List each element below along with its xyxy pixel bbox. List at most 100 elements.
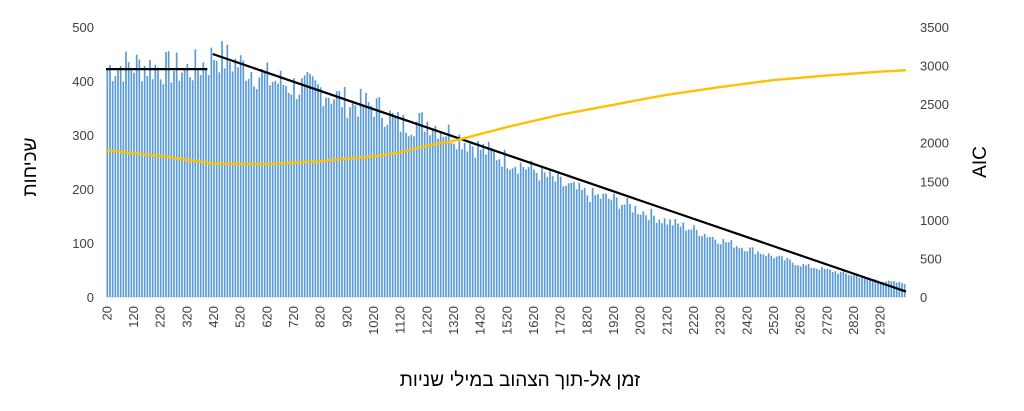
histogram-bar [743, 251, 746, 297]
histogram-bar [639, 214, 642, 297]
histogram-bar [805, 265, 807, 297]
x-tick-label: 2620 [793, 306, 808, 335]
histogram-bar [885, 281, 887, 297]
histogram-bar [405, 132, 407, 297]
histogram-bar [781, 256, 783, 297]
histogram-bar [285, 86, 287, 297]
histogram-bar [551, 176, 554, 297]
histogram-bar [247, 78, 250, 298]
histogram-bar [613, 193, 615, 297]
histogram-bar [578, 182, 581, 297]
histogram-bar [837, 273, 839, 297]
histogram-bar [783, 260, 786, 297]
histogram-bar [863, 276, 866, 297]
histogram-bar [861, 277, 863, 297]
histogram-bar [397, 111, 399, 297]
histogram-bar [162, 84, 165, 298]
histogram-bar [522, 167, 525, 297]
histogram-bar [154, 64, 157, 298]
histogram-bar [431, 130, 434, 297]
histogram-bar [583, 187, 586, 297]
histogram-bar [346, 117, 349, 298]
histogram-bar [471, 146, 474, 297]
histogram-bar [634, 205, 637, 297]
histogram-bar [189, 77, 191, 298]
histogram-bar [605, 193, 607, 297]
histogram-bar [394, 115, 397, 297]
y-axis-title: שכיחות [20, 137, 41, 196]
histogram-bar [330, 103, 333, 297]
histogram-bar [170, 82, 173, 297]
histogram-bar [338, 91, 341, 298]
histogram-bar [117, 68, 119, 298]
histogram-bar [495, 160, 498, 297]
x-tick-label: 1420 [473, 306, 488, 335]
histogram-bar [698, 236, 701, 297]
histogram-bar [343, 86, 346, 297]
histogram-bar [327, 97, 330, 297]
histogram-bar [594, 195, 597, 297]
histogram-bar [325, 97, 327, 297]
x-tick-label: 1320 [446, 306, 461, 335]
x-tick-label: 1220 [419, 306, 434, 335]
histogram-bar [511, 168, 514, 297]
histogram-bar [738, 248, 741, 297]
histogram-bar [802, 264, 805, 297]
histogram-bar [847, 274, 850, 297]
histogram-bar [138, 59, 141, 297]
histogram-bar [351, 100, 354, 297]
histogram-bar [650, 208, 653, 297]
histogram-bar [426, 121, 429, 297]
histogram-bar [717, 243, 719, 297]
histogram-bar [655, 223, 658, 297]
histogram-bar [589, 201, 591, 297]
histogram-bar [722, 238, 725, 297]
histogram-bar [775, 256, 778, 297]
histogram-bar [447, 124, 450, 297]
histogram-bar [194, 49, 197, 297]
histogram-bar [623, 204, 626, 297]
histogram-bar [314, 80, 317, 297]
histogram-bar [181, 72, 183, 297]
histogram-bar [773, 258, 775, 297]
x-axis-ticks: 20 120 220 320 420 520 620 720 820 920 1020 1120 122… [99, 306, 887, 335]
histogram-bar [557, 173, 559, 297]
histogram-bar [527, 167, 530, 297]
x-tick-label: 2820 [846, 306, 861, 335]
histogram-bar [535, 173, 538, 297]
histogram-bar [354, 105, 357, 297]
histogram-bar [263, 71, 266, 297]
histogram-bar [442, 136, 445, 297]
histogram-bar [503, 149, 506, 297]
histogram-bar [106, 67, 109, 297]
histogram-bar [333, 99, 335, 297]
histogram-bar [415, 121, 418, 297]
x-tick-label: 2120 [659, 306, 674, 335]
histogram-bar [549, 170, 551, 297]
x-tick-label: 2420 [739, 306, 754, 335]
histogram-bar [719, 244, 722, 297]
x-tick-label: 1520 [499, 306, 514, 335]
x-tick-label: 1620 [526, 306, 541, 335]
histogram-bar [810, 267, 813, 297]
histogram-bar [871, 279, 874, 297]
histogram-bar [191, 80, 194, 298]
histogram-bar [485, 154, 487, 297]
histogram-bar [175, 52, 178, 297]
y2-tick-label: 0 [920, 290, 927, 305]
histogram-bar [690, 229, 693, 297]
histogram-bar [757, 251, 759, 297]
histogram-bar [274, 80, 277, 297]
histogram-bar [269, 85, 271, 298]
histogram-bar [215, 60, 218, 297]
x-tick-label: 1920 [606, 306, 621, 335]
histogram-bar [869, 278, 871, 297]
histogram-bar [141, 81, 143, 297]
histogram-bar [298, 94, 301, 297]
histogram-bar [413, 136, 415, 297]
histogram-bar [533, 169, 535, 297]
y2-axis-title: AIC [970, 146, 991, 178]
y-axis-ticks: 0 100 200 300 400 500 [72, 20, 94, 305]
histogram-bar [111, 81, 114, 297]
